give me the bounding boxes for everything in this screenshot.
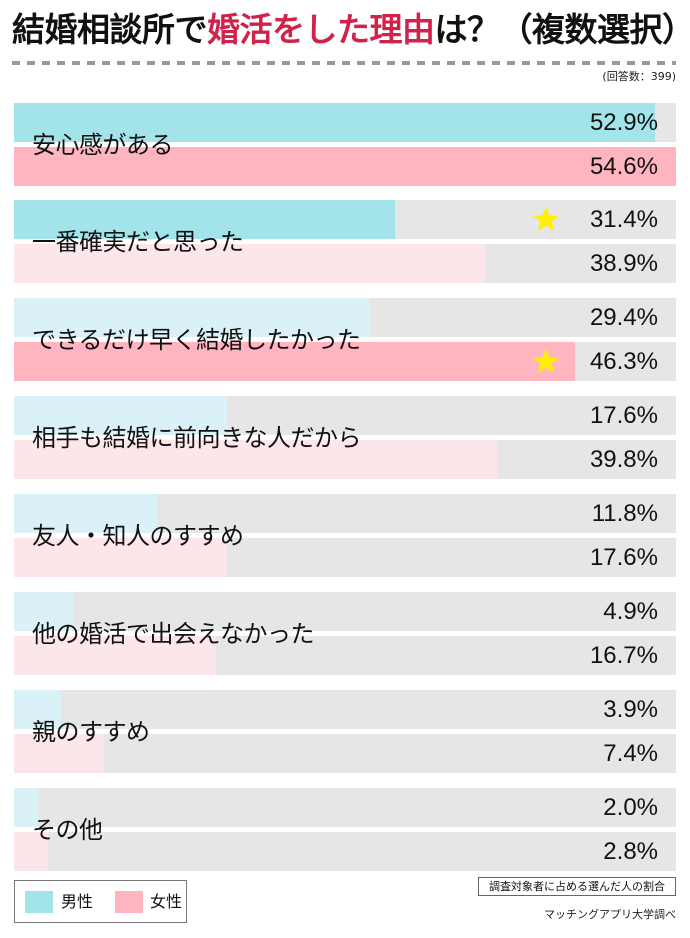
category-label: 一番確実だと思った [32, 228, 244, 256]
male-value: 4.9% [603, 598, 658, 625]
male-bar: 52.9% [14, 103, 676, 142]
male-value: 52.9% [589, 109, 658, 136]
female-value: 46.3% [589, 348, 658, 375]
female-value: 17.6% [589, 544, 658, 571]
title-accent: 婚活をした理由 [207, 10, 435, 49]
female-bar: 7.4% [14, 734, 676, 773]
chart-row: 2.0% 2.8% その他 [14, 788, 676, 872]
female-value: 7.4% [603, 740, 658, 767]
female-bar: 16.7% [14, 636, 676, 675]
star-icon [532, 347, 560, 375]
male-bar-fill [14, 690, 61, 729]
male-value: 3.9% [603, 696, 658, 723]
male-bar-fill [14, 396, 227, 435]
female-bar-fill [14, 342, 575, 381]
title-prefix: 結婚相談所で [12, 10, 208, 49]
category-label: 安心感がある [32, 131, 174, 159]
chart-row: 52.9% 54.6% 安心感がある [14, 103, 676, 187]
male-bar-fill [14, 788, 38, 827]
category-label: 友人・知人のすすめ [32, 522, 244, 550]
male-value: 11.8% [591, 500, 658, 527]
female-bar: 38.9% [14, 244, 676, 283]
dashed-divider [12, 61, 676, 65]
male-bar: 2.0% [14, 788, 676, 827]
category-label: 親のすすめ [32, 718, 150, 746]
female-value: 39.8% [589, 446, 658, 473]
female-bar-fill [14, 636, 216, 675]
male-bar: 11.8% [14, 494, 676, 533]
male-bar-fill [14, 592, 73, 631]
female-bar: 17.6% [14, 538, 676, 577]
chart-row: 3.9% 7.4% 親のすすめ [14, 690, 676, 774]
male-bar: 4.9% [14, 592, 676, 631]
male-bar: 29.4% [14, 298, 676, 337]
male-value: 29.4% [589, 304, 658, 331]
male-bar: 3.9% [14, 690, 676, 729]
legend-male-swatch [25, 891, 53, 913]
category-label: 他の婚活で出会えなかった [32, 620, 315, 648]
female-bar-fill [14, 538, 227, 577]
female-bar: 39.8% [14, 440, 676, 479]
male-value: 17.6% [589, 402, 658, 429]
legend-male-label: 男性 [61, 892, 94, 911]
category-label: その他 [32, 816, 103, 844]
source-credit: マッチングアプリ大学調べ [544, 908, 676, 921]
female-bar-fill [14, 244, 486, 283]
chart-row: 29.4% 46.3% できるだけ早く結婚したかった [14, 298, 676, 382]
legend-female-label: 女性 [150, 892, 183, 911]
male-value: 2.0% [603, 794, 658, 821]
female-bar: 54.6% [14, 147, 676, 186]
male-bar-fill [14, 200, 395, 239]
chart-row: 11.8% 17.6% 友人・知人のすすめ [14, 494, 676, 578]
respondent-count: (回答数：399) [602, 70, 676, 83]
male-bar-fill [14, 494, 157, 533]
male-bar-fill [14, 103, 655, 142]
female-bar: 2.8% [14, 832, 676, 871]
female-bar-fill [14, 734, 104, 773]
chart-row: 17.6% 39.8% 相手も結婚に前向きな人だから [14, 396, 676, 480]
category-label: できるだけ早く結婚したかった [32, 326, 361, 354]
chart-row: 31.4% 38.9% 一番確実だと思った [14, 200, 676, 284]
male-value: 31.4% [589, 206, 658, 233]
female-value: 38.9% [589, 250, 658, 277]
female-bar-fill [14, 147, 676, 186]
chart-title: 結婚相談所で婚活をした理由は？（複数選択） [12, 6, 690, 54]
category-label: 相手も結婚に前向きな人だから [32, 424, 362, 452]
female-value: 16.7% [589, 642, 658, 669]
female-bar: 46.3% [14, 342, 676, 381]
female-value: 2.8% [603, 838, 658, 865]
male-bar: 31.4% [14, 200, 676, 239]
legend: 男性 女性 [14, 880, 187, 923]
female-bar-fill [14, 440, 497, 479]
title-suffix: は？（複数選択） [434, 10, 690, 49]
male-bar: 17.6% [14, 396, 676, 435]
note-box: 調査対象者に占める選んだ人の割合 [478, 877, 676, 896]
female-bar-fill [14, 832, 48, 871]
star-icon [532, 205, 560, 233]
female-value: 54.6% [589, 153, 658, 180]
chart-row: 4.9% 16.7% 他の婚活で出会えなかった [14, 592, 676, 676]
legend-female-swatch [115, 891, 143, 913]
male-bar-fill [14, 298, 370, 337]
